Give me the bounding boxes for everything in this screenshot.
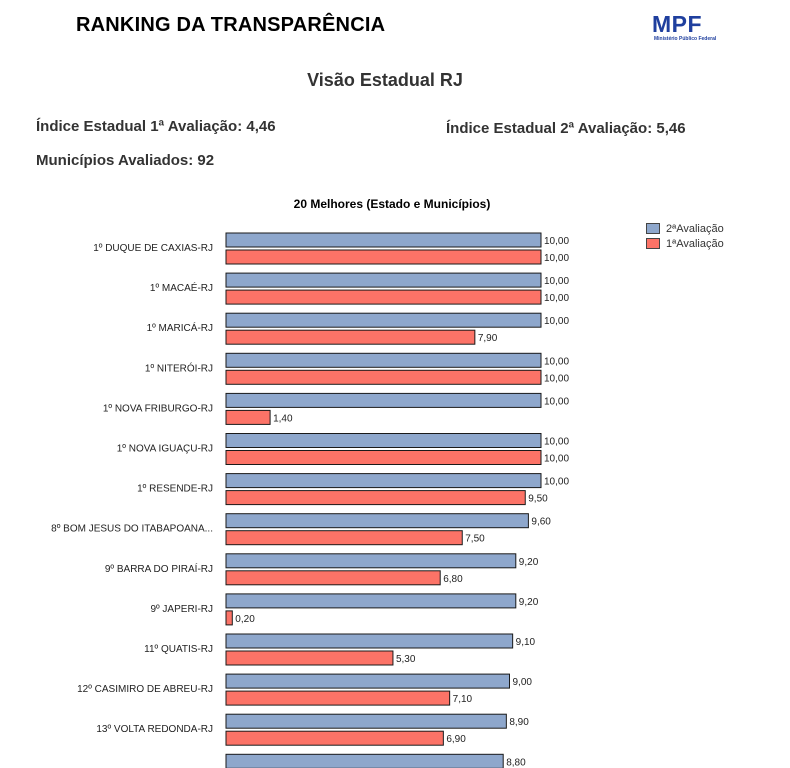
bar-second-eval (225, 392, 542, 408)
category-label: 13º VOLTA REDONDA-RJ (96, 724, 213, 735)
bar-second-eval (225, 673, 510, 689)
bar-first-eval (225, 610, 233, 626)
data-label: 7,90 (478, 333, 498, 344)
bar-first-eval (225, 490, 526, 506)
bar-second-eval (225, 753, 504, 768)
category-label: 8º BOM JESUS DO ITABAPOANA... (51, 524, 213, 535)
data-label: 7,10 (453, 694, 473, 705)
data-label: 10,00 (544, 253, 569, 264)
report-title: RANKING DA TRANSPARÊNCIA (76, 14, 386, 36)
data-label: 9,00 (513, 677, 533, 688)
bar-second-eval (225, 513, 529, 529)
category-label: 1º RESENDE-RJ (137, 484, 213, 495)
municipalities-count: Municípios Avaliados: 92 (36, 152, 215, 169)
category-label: 11º QUATIS-RJ (144, 644, 213, 655)
category-label: 1º DUQUE DE CAXIAS-RJ (93, 243, 213, 254)
data-label: 10,00 (544, 437, 569, 448)
data-label: 6,80 (443, 574, 463, 585)
data-label: 8,80 (506, 757, 526, 768)
data-label: 10,00 (544, 454, 569, 465)
bar-second-eval (225, 553, 517, 569)
logo-mark: MPF (652, 11, 703, 37)
data-label: 10,00 (544, 293, 569, 304)
data-label: 10,00 (544, 316, 569, 327)
bar-first-eval (225, 409, 271, 425)
bar-second-eval (225, 713, 507, 729)
data-label: 6,90 (446, 734, 466, 745)
page-subtitle: Visão Estadual RJ (307, 70, 463, 90)
legend-item-second: 2ªAvaliação (646, 221, 724, 236)
legend-swatch-second (646, 223, 660, 234)
category-label: 1º NOVA FRIBURGO-RJ (103, 403, 213, 414)
bar-first-eval (225, 369, 542, 385)
data-label: 9,20 (519, 557, 539, 568)
mpf-logo: MPF Ministério Público Federal (652, 12, 724, 42)
bar-second-eval (225, 473, 542, 489)
legend-swatch-first (646, 238, 660, 249)
data-label: 5,30 (396, 654, 416, 665)
data-label: 10,00 (544, 356, 569, 367)
category-label: 1º MARICÁ-RJ (147, 321, 213, 334)
category-label: 9º JAPERI-RJ (150, 604, 213, 615)
legend-label-first: 1ªAvaliação (666, 237, 724, 250)
category-label: 9º BARRA DO PIRAÍ-RJ (105, 562, 213, 575)
second-eval-index: Índice Estadual 2ª Avaliação: 5,46 (446, 120, 686, 137)
logo-subtext: Ministério Público Federal (654, 36, 717, 42)
data-label: 9,60 (531, 517, 551, 528)
first-eval-index: Índice Estadual 1ª Avaliação: 4,46 (36, 118, 276, 135)
data-label: 0,20 (235, 614, 255, 625)
bar-first-eval (225, 730, 444, 746)
bar-second-eval (225, 272, 542, 288)
data-label: 10,00 (544, 373, 569, 384)
data-label: 9,20 (519, 597, 539, 608)
bar-first-eval (225, 450, 542, 465)
bar-first-eval (225, 570, 441, 586)
data-label: 10,00 (544, 276, 569, 287)
bar-first-eval (225, 289, 542, 305)
bar-second-eval (225, 232, 542, 248)
bar-second-eval (225, 312, 542, 328)
data-label: 1,40 (273, 413, 293, 424)
bar-second-eval (225, 433, 542, 448)
data-label: 10,00 (544, 396, 569, 407)
legend-item-first: 1ªAvaliação (646, 236, 724, 251)
bar-first-eval (225, 530, 463, 546)
bar-second-eval (225, 593, 517, 609)
bar-first-eval (225, 650, 394, 666)
chart-title: 20 Melhores (Estado e Municípios) (293, 197, 491, 211)
category-label: 1º MACAÉ-RJ (150, 281, 213, 294)
data-label: 9,50 (528, 494, 548, 505)
category-label: 12º CASIMIRO DE ABREU-RJ (77, 684, 213, 695)
data-label: 10,00 (544, 236, 569, 247)
chart-legend: 2ªAvaliação 1ªAvaliação (646, 221, 724, 251)
bar-second-eval (225, 352, 542, 368)
bar-first-eval (225, 329, 476, 345)
bar-second-eval (225, 633, 514, 649)
data-label: 10,00 (544, 477, 569, 488)
data-label: 8,90 (509, 717, 529, 728)
bar-first-eval (225, 690, 451, 706)
legend-label-second: 2ªAvaliação (666, 222, 724, 235)
data-label: 9,10 (516, 637, 536, 648)
category-label: 1º NITERÓI-RJ (145, 361, 213, 374)
bar-first-eval (225, 249, 542, 265)
category-label: 1º NOVA IGUAÇU-RJ (117, 444, 213, 455)
data-label: 7,50 (465, 534, 485, 545)
